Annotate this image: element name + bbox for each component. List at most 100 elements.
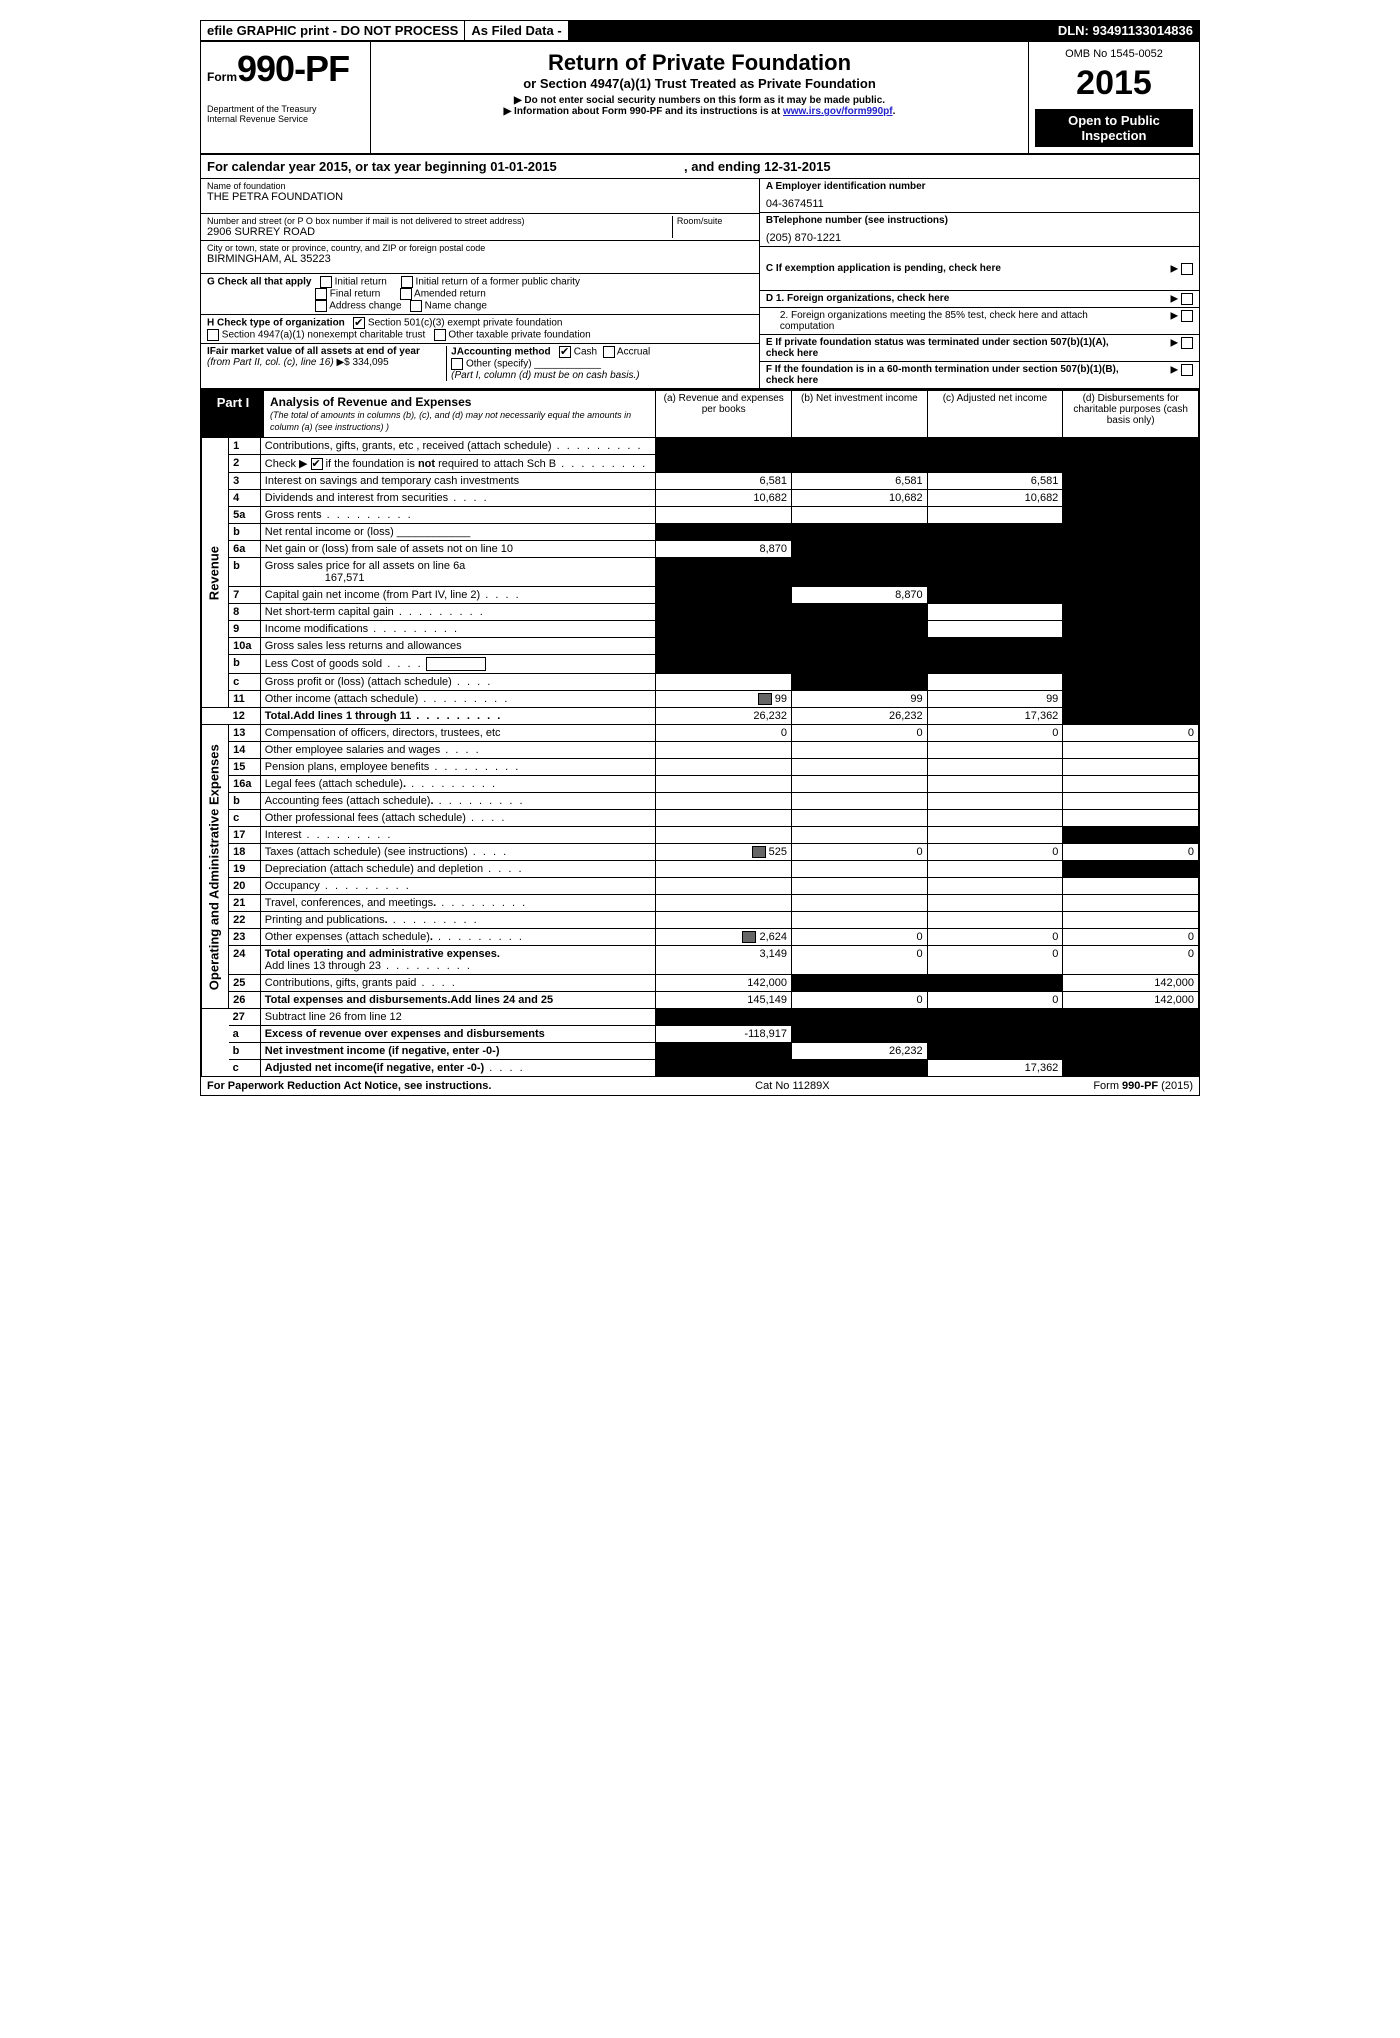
f-checkbox[interactable] <box>1181 364 1193 376</box>
d2-cell: 2. Foreign organizations meeting the 85%… <box>760 308 1199 335</box>
line-22: 22Printing and publications. <box>202 912 1199 929</box>
line-27c: cAdjusted net income(if negative, enter … <box>202 1060 1199 1077</box>
line-26: 26 Total expenses and disbursements.Add … <box>202 992 1199 1009</box>
line-6a: 6aNet gain or (loss) from sale of assets… <box>202 541 1199 558</box>
part1-tag: Part I <box>202 391 264 437</box>
line-23: 23Other expenses (attach schedule). 2,62… <box>202 929 1199 946</box>
open-to-public: Open to Public Inspection <box>1035 109 1193 147</box>
b-cell: BTelephone number (see instructions) (20… <box>760 213 1199 247</box>
l2-desc-a: Check ▶ <box>265 458 311 470</box>
h-other-checkbox[interactable] <box>434 329 446 341</box>
g-initial2-checkbox[interactable] <box>401 276 413 288</box>
line-5b: bNet rental income or (loss) ___________… <box>202 524 1199 541</box>
d1-checkbox[interactable] <box>1181 293 1193 305</box>
d1-cell: D 1. Foreign organizations, check here ▶ <box>760 291 1199 308</box>
l26-a: 145,149 <box>656 992 792 1009</box>
schedule-icon[interactable] <box>742 931 756 943</box>
l26-d: 142,000 <box>1063 992 1199 1009</box>
part1-note: (The total of amounts in columns (b), (c… <box>270 410 631 432</box>
c-checkbox[interactable] <box>1181 263 1193 275</box>
header: Form990-PF Department of the Treasury In… <box>201 42 1199 155</box>
l4-a: 10,682 <box>656 490 792 507</box>
calendar-year-row: For calendar year 2015, or tax year begi… <box>201 155 1199 179</box>
g-initial: Initial return <box>335 277 387 288</box>
col-a-lbl: (a) <box>664 393 676 404</box>
l2-checkbox[interactable] <box>311 458 323 470</box>
line-27: 27Subtract line 26 from line 12 <box>202 1009 1199 1026</box>
line-14: 14Other employee salaries and wages <box>202 742 1199 759</box>
j-cash: Cash <box>574 347 597 358</box>
l24-c: 0 <box>927 946 1063 975</box>
line-4: 4Dividends and interest from securities … <box>202 490 1199 507</box>
foundation-name: THE PETRA FOUNDATION <box>207 191 753 203</box>
j-accrual: Accrual <box>617 347 650 358</box>
g-name-checkbox[interactable] <box>410 300 422 312</box>
h-4947: Section 4947(a)(1) nonexempt charitable … <box>222 330 425 341</box>
l18-desc: Taxes (attach schedule) (see instruction… <box>265 846 468 858</box>
header-center: Return of Private Foundation or Section … <box>371 42 1029 153</box>
revenue-vertical-label: Revenue <box>202 438 229 708</box>
part1-title: Analysis of Revenue and Expenses <box>270 395 471 409</box>
identity-grid: Name of foundation THE PETRA FOUNDATION … <box>201 179 1199 390</box>
l27c-desc: Adjusted net income(if negative, enter -… <box>265 1062 484 1074</box>
ein-value: 04-3674511 <box>766 198 1193 210</box>
topbar-left: efile GRAPHIC print - DO NOT PROCESS <box>201 21 465 40</box>
schedule-icon[interactable] <box>758 693 772 705</box>
col-b-header: (b) Net investment income <box>792 391 928 438</box>
col-c-text: Adjusted net income <box>957 393 1048 404</box>
part1-desc: Analysis of Revenue and Expenses (The to… <box>264 391 655 437</box>
l23-desc: Other expenses (attach schedule) <box>265 931 430 943</box>
e-cell: E If private foundation status was termi… <box>760 335 1199 362</box>
g-initial-checkbox[interactable] <box>320 276 332 288</box>
l25-desc: Contributions, gifts, grants paid <box>265 977 417 989</box>
l6a-a: 8,870 <box>656 541 792 558</box>
name-cell: Name of foundation THE PETRA FOUNDATION <box>201 179 759 214</box>
j-other-checkbox[interactable] <box>451 358 463 370</box>
g-amended-checkbox[interactable] <box>400 288 412 300</box>
d2-checkbox[interactable] <box>1181 310 1193 322</box>
h-cell: H Check type of organization Section 501… <box>201 315 759 344</box>
line-16c: cOther professional fees (attach schedul… <box>202 810 1199 827</box>
g-addr-checkbox[interactable] <box>315 300 327 312</box>
l6b-label: Gross sales price for all assets on line… <box>265 560 466 572</box>
e-checkbox[interactable] <box>1181 337 1193 349</box>
e-label: E If private foundation status was termi… <box>766 337 1129 359</box>
i-label-b: (from Part II, col. (c), line 16) <box>207 357 334 368</box>
line-25: 25Contributions, gifts, grants paid 142,… <box>202 975 1199 992</box>
l4-desc: Dividends and interest from securities <box>265 492 448 504</box>
line-24: 24 Total operating and administrative ex… <box>202 946 1199 975</box>
l27b-desc: Net investment income (if negative, ente… <box>265 1045 500 1057</box>
l11-desc: Other income (attach schedule) <box>265 693 418 705</box>
l13-d: 0 <box>1063 725 1199 742</box>
j-accrual-checkbox[interactable] <box>603 346 615 358</box>
schedule-icon[interactable] <box>752 846 766 858</box>
line-15: 15Pension plans, employee benefits <box>202 759 1199 776</box>
l23-a: 2,624 <box>760 931 788 943</box>
l13-c: 0 <box>927 725 1063 742</box>
line-1: Revenue 1 Contributions, gifts, grants, … <box>202 438 1199 455</box>
l18-d: 0 <box>1063 844 1199 861</box>
j-cash-checkbox[interactable] <box>559 346 571 358</box>
form-label-big: 990-PF <box>237 48 349 89</box>
header-left: Form990-PF Department of the Treasury In… <box>201 42 371 153</box>
g-final-checkbox[interactable] <box>315 288 327 300</box>
h-other: Other taxable private foundation <box>448 330 590 341</box>
identity-left: Name of foundation THE PETRA FOUNDATION … <box>201 179 760 388</box>
h-4947-checkbox[interactable] <box>207 329 219 341</box>
col-b-text: Net investment income <box>816 393 918 404</box>
d1-label: D 1. Foreign organizations, check here <box>766 293 1129 305</box>
form-note-2b: . <box>893 106 896 117</box>
topbar-dln: DLN: 93491133014836 <box>1052 21 1199 40</box>
l12-a: 26,232 <box>656 708 792 725</box>
phone-value: (205) 870-1221 <box>766 232 1193 244</box>
col-d-header: (d) Disbursements for charitable purpose… <box>1063 391 1199 438</box>
b-label: BTelephone number (see instructions) <box>766 215 1193 226</box>
calyear-a: For calendar year 2015, or tax year begi… <box>207 159 557 174</box>
h-501-checkbox[interactable] <box>353 317 365 329</box>
part1-table: Part I Analysis of Revenue and Expenses … <box>201 390 1199 1077</box>
l19-desc: Depreciation (attach schedule) and deple… <box>265 863 483 875</box>
form990pf-link[interactable]: www.irs.gov/form990pf <box>783 106 893 117</box>
l16b-desc: Accounting fees (attach schedule) <box>265 795 431 807</box>
line-3: 3Interest on savings and temporary cash … <box>202 473 1199 490</box>
c-cell: C If exemption application is pending, c… <box>760 247 1199 291</box>
